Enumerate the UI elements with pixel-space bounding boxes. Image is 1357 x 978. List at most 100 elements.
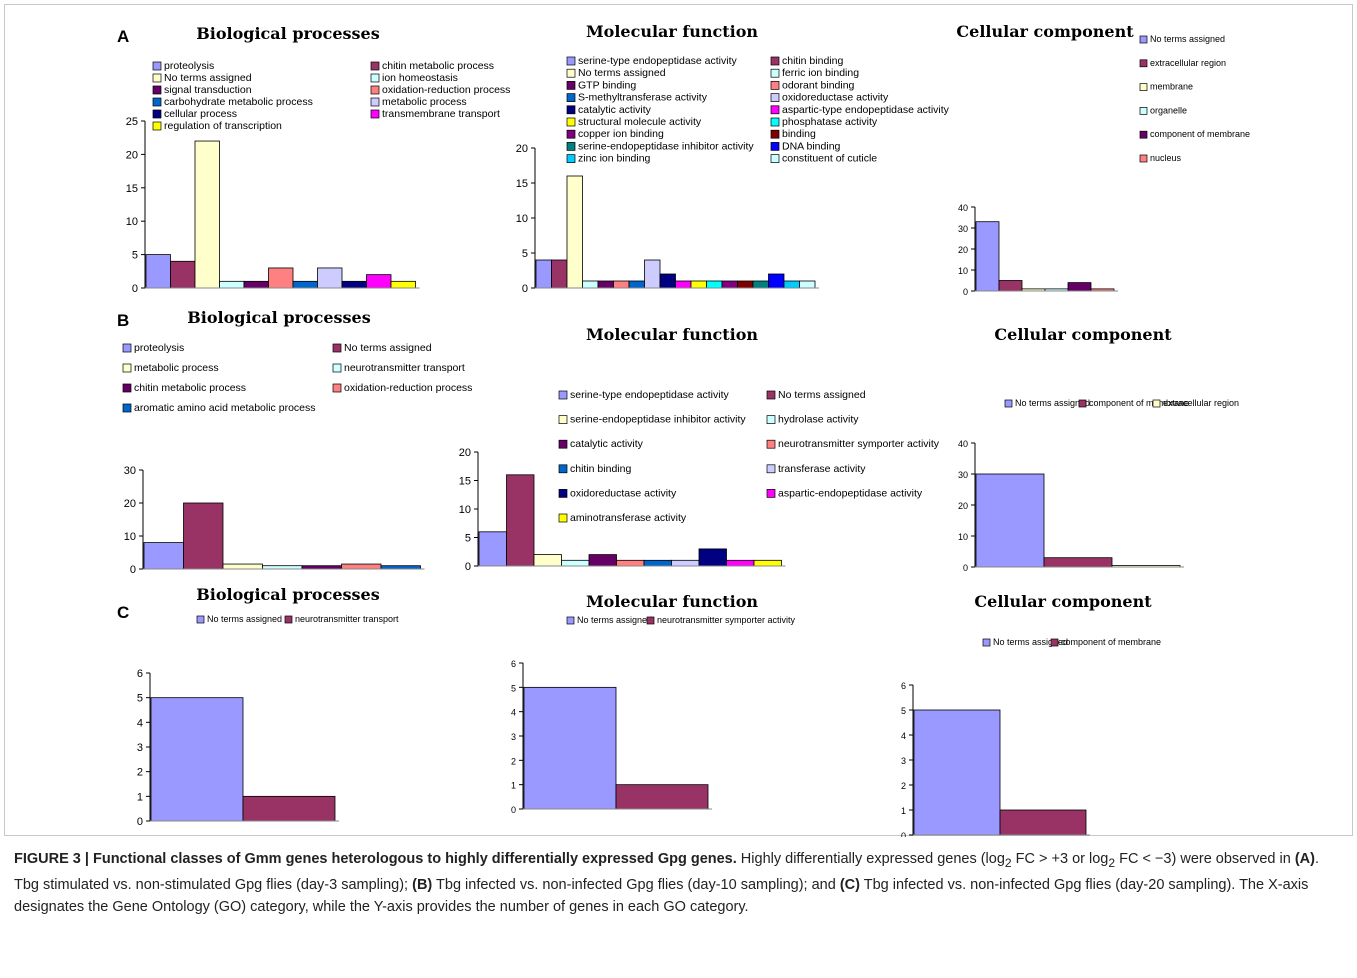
legend-label: metabolic process [382, 96, 467, 108]
y-tick-label: 2 [511, 756, 516, 766]
legend-swatch [770, 81, 780, 90]
legend-label: aromatic amino acid metabolic process [134, 402, 316, 414]
chart-legend: No terms assigned neurotransmitter sympor… [566, 615, 796, 625]
chart-legend: No terms assigned neurotransmitter transp… [196, 614, 399, 624]
y-tick-label: 4 [511, 708, 516, 718]
y-tick-label: 6 [901, 681, 906, 691]
legend-label: cellular process [164, 108, 237, 120]
legend-swatch [152, 109, 162, 119]
bar-structural-molecule-activity [690, 280, 707, 289]
legend-label: neurotransmitter transport [344, 362, 465, 374]
legend-swatch [332, 383, 342, 393]
y-tick-label: 0 [132, 283, 138, 295]
bar-phosphatase-activity [706, 280, 723, 289]
y-tick-label: 30 [958, 470, 968, 480]
bar-ion-homeostasis [219, 280, 245, 289]
bar-proteolysis [145, 254, 171, 289]
chart-legend: serine-type endopeptidase activity chitin… [566, 55, 950, 165]
bar-oxidoreductase-activity [698, 548, 727, 567]
bar-extracellular-region [998, 280, 1023, 292]
legend-swatch [1004, 399, 1013, 408]
legend-label: component of membrane [1150, 129, 1250, 139]
caption-sub-2: 2 [1108, 855, 1116, 870]
legend-swatch [1139, 154, 1148, 163]
y-tick-label: 0 [963, 563, 968, 573]
panel-label-b: B [117, 311, 130, 330]
y-tick-label: 3 [511, 732, 516, 742]
bar-component-of-membrane [1043, 557, 1113, 568]
legend-label: No terms assigned [578, 67, 666, 79]
legend-swatch [566, 68, 576, 78]
legend-label: transferase activity [778, 463, 866, 475]
legend-label: proteolysis [134, 342, 184, 354]
chart-b-cell: Cellular component 0 10 20 30 40 No terms assi… [958, 325, 1239, 573]
legend-swatch [122, 363, 132, 373]
bar-zinc-ion-binding [783, 280, 800, 289]
y-tick-label: 40 [958, 439, 968, 449]
legend-label: oxidoreductase activity [570, 487, 677, 499]
legend-label: chitin metabolic process [382, 60, 494, 72]
legend-label: serine-type endopeptidase activity [570, 389, 730, 401]
bar-chitin-metabolic-process [170, 260, 196, 289]
legend-swatch [566, 93, 576, 102]
y-tick-label: 0 [511, 805, 516, 815]
bar-no-terms-assigned [150, 697, 244, 822]
legend-label: GTP binding [578, 79, 636, 91]
legend-swatch [766, 439, 776, 449]
y-tick-label: 10 [958, 266, 968, 276]
y-tick-label: 0 [963, 287, 968, 297]
caption-ref-c: (C) [839, 876, 860, 893]
legend-label: serine-type endopeptidase activity [578, 55, 738, 67]
chart-a-mol: Molecular function 0 5 10 15 20 serine-type en… [516, 22, 950, 295]
legend-swatch [152, 61, 162, 71]
y-tick-label: 20 [124, 498, 136, 510]
bar-odorant-binding [613, 280, 630, 289]
caption-text-2: FC > +3 or log [1011, 851, 1109, 867]
chart-b-mol: Molecular function 0 5 10 15 20 serine-type en… [459, 325, 940, 573]
legend-label: ion homeostasis [382, 72, 458, 84]
legend-swatch [770, 154, 780, 163]
bar-serine-endopeptidase-inhibitor-activity [533, 554, 562, 567]
legend-label: catalytic activity [570, 438, 644, 450]
y-tick-label: 20 [516, 143, 528, 155]
legend-swatch [566, 105, 576, 115]
bar-dna-binding [768, 273, 785, 289]
legend-swatch [770, 117, 780, 127]
y-tick-label: 6 [511, 659, 516, 669]
legend-swatch [284, 615, 293, 624]
legend-swatch [558, 439, 568, 449]
legend-swatch [332, 363, 342, 373]
legend-swatch [370, 97, 380, 107]
caption-title: FIGURE 3 | Functional classes of Gmm gen… [14, 851, 737, 867]
y-tick-label: 20 [958, 501, 968, 511]
legend-label: No terms assigned [993, 637, 1068, 647]
bar-serine-type-endopeptidase-activity [478, 531, 507, 567]
bar-oxidation-reduction-process [341, 563, 382, 570]
caption-text-1: Highly differentially expressed genes (l… [736, 851, 1005, 867]
legend-swatch [770, 129, 780, 139]
chart-title: Cellular component [974, 592, 1152, 611]
panel-label-c: C [117, 603, 130, 622]
legend-swatch [558, 464, 568, 474]
figure-caption: FIGURE 3 | Functional classes of Gmm gen… [14, 848, 1339, 918]
legend-label: phosphatase activity [782, 116, 878, 128]
legend-label: regulation of transcription [164, 120, 282, 132]
legend-swatch [122, 403, 132, 413]
legend-label: copper ion binding [578, 128, 664, 140]
bar-aminotransferase-activity [753, 559, 782, 567]
y-tick-label: 3 [901, 756, 906, 766]
bar-proteolysis [143, 542, 184, 570]
caption-text-3: FC < −3) were observed in [1115, 851, 1295, 867]
y-tick-label: 10 [124, 531, 136, 543]
y-tick-label: 0 [522, 283, 528, 295]
bar-carbohydrate-metabolic-process [292, 280, 318, 289]
legend-label: aminotransferase activity [570, 512, 687, 524]
y-tick-label: 5 [132, 250, 138, 262]
bar-no-terms-assigned [975, 221, 1000, 292]
caption-text-5: Tbg infected vs. non-infected Gpg flies … [432, 876, 840, 893]
legend-swatch [1050, 638, 1059, 647]
bar-serine-endopeptidase-inhibitor-activity [752, 280, 769, 289]
bar-binding [737, 280, 754, 289]
legend-swatch [1139, 83, 1148, 91]
